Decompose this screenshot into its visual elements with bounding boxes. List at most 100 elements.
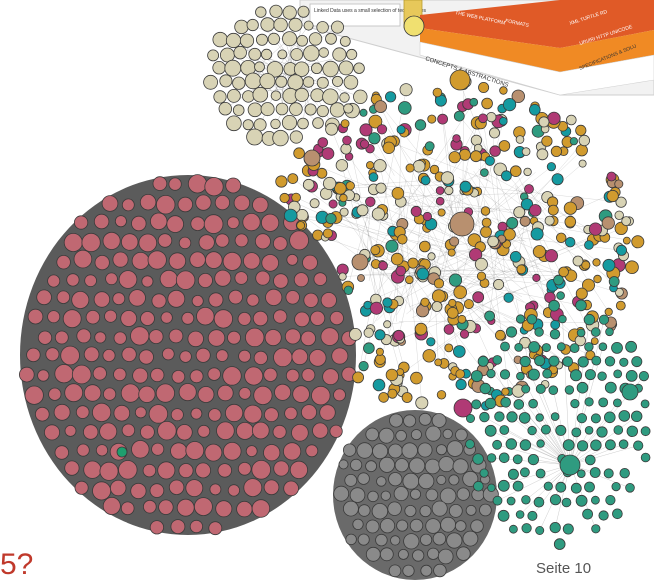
graph-edge [459,116,528,199]
teal-node [505,438,518,450]
teal-node [492,355,503,365]
pink-node [37,330,53,345]
pink-node [142,463,157,478]
pink-node [102,348,116,362]
mixed-node [352,371,365,384]
mixed-node [455,378,467,391]
mixed-node [478,113,488,124]
grey-node [446,532,463,549]
mixed-node [393,329,405,342]
pink-node [329,310,344,326]
graph-edge [412,180,426,288]
teal-node [596,426,608,438]
teal-node [603,468,614,479]
pink-node [187,174,208,194]
pink-node [18,366,35,383]
mixed-node [550,145,563,157]
pink-node [130,326,150,346]
pink-node [260,213,280,232]
teal-node [533,496,545,508]
pink-node [178,236,192,250]
mixed-node [370,245,381,256]
pink-node [45,347,60,362]
pink-node [118,270,138,289]
mixed-node [365,161,375,170]
pink-node [118,460,138,480]
pink-node [166,215,185,233]
mixed-node [356,204,369,217]
mixed-node [625,260,639,275]
teal-node [569,343,580,354]
pink-node [148,404,169,424]
teal-node [492,495,503,506]
teal-node [521,523,532,534]
pink-node [95,444,109,457]
pink-node [170,408,184,422]
teal-node [576,469,586,479]
beige-node [339,92,350,103]
mixed-node [358,360,369,372]
pink-node [150,367,165,383]
mixed-node [592,258,601,267]
pink-node [149,212,168,231]
pink-node [320,292,337,309]
grey-node [433,563,447,578]
pink-node [102,496,121,515]
graph-edge [302,215,401,288]
pink-node [104,309,118,323]
teal-node [590,327,601,337]
pink-node [272,424,287,439]
mixed-node [410,371,423,385]
mixed-node [371,207,385,221]
teal-node [472,453,484,465]
pink-node [214,269,232,287]
teal-node [479,411,490,423]
teal-node [638,370,650,382]
teal-node [509,524,518,534]
pink-node [179,350,192,363]
pink-node [128,289,146,307]
orange-hub-node [449,69,471,91]
graph-edge [528,189,609,312]
pink-node [225,403,244,423]
teal-node [548,299,560,312]
grey-node [410,429,422,441]
beige-node [207,49,220,62]
mixed-node [503,292,514,303]
teal-hub-node [559,454,581,476]
beige-node [260,17,275,32]
mixed-node [339,193,348,203]
pink-node [205,251,223,269]
central-mixed-cluster [275,15,645,418]
teal-node [541,343,551,353]
graph-edge [443,306,446,364]
mixed-node [405,163,415,173]
pink-node [94,331,107,344]
teal-node [553,538,566,550]
mixed-node [429,164,440,175]
teal-node [562,523,574,535]
grey-node [420,564,433,577]
teal-node [564,385,575,395]
mixed-node [519,215,531,227]
beige-node [247,102,263,118]
teal-node [575,494,588,507]
graph-edge [519,464,571,515]
graph-edge [419,225,532,332]
mixed-node [538,116,550,128]
pink-node [168,479,185,496]
mixed-node [615,196,627,208]
grey-node [333,485,350,502]
teal-node [494,411,505,422]
teal-node [605,327,614,337]
graph-edge [380,280,407,360]
grey-node [446,440,464,457]
pink-node [217,384,234,402]
pink-node [71,290,90,309]
grey-node [418,472,435,490]
beige-node [232,104,245,116]
mixed-node [556,232,567,244]
mixed-node [279,192,290,204]
mixed-node [291,192,301,203]
mixed-node [414,119,427,131]
